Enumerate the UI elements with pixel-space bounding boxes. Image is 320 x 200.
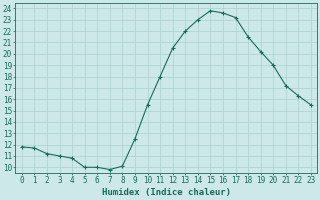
X-axis label: Humidex (Indice chaleur): Humidex (Indice chaleur) [102,188,231,197]
